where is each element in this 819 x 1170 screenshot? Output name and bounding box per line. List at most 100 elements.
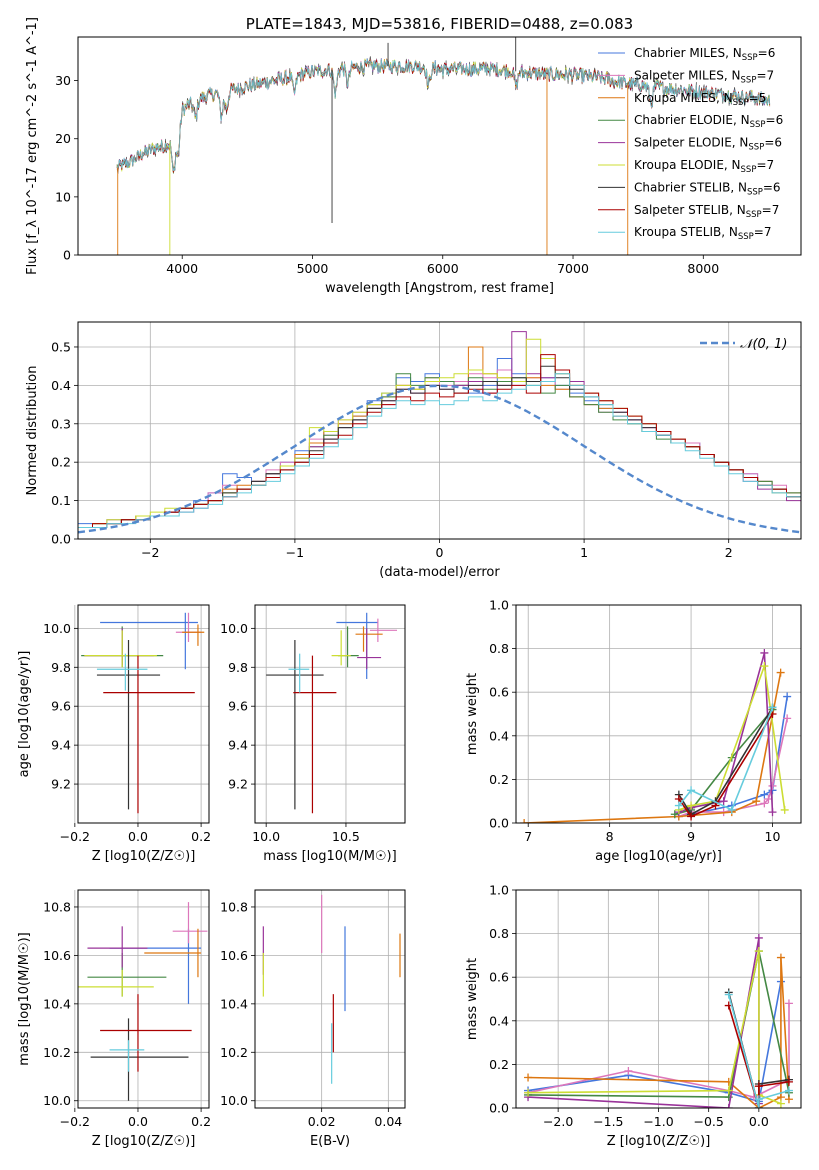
y-tick-label: 9.6: [51, 699, 71, 714]
x-tick-label: 0.04: [374, 1114, 402, 1129]
y-tick-label: 10: [55, 189, 71, 204]
weight-marker: [754, 1104, 763, 1108]
plot-area: [520, 648, 792, 823]
y-tick-label: 10.2: [220, 1045, 248, 1060]
axes-frame: [77, 321, 802, 540]
legend-label: Chabrier STELIB, N: [634, 180, 747, 194]
histogram-chabrier-stelib-steps: [78, 365, 801, 539]
weight-marker: [768, 781, 777, 790]
x-tick-label: −0.2: [60, 1114, 90, 1129]
weight-marker: [768, 808, 777, 817]
y-tick-label: 9.2: [228, 777, 248, 792]
weight-marker: [724, 1086, 733, 1095]
weight-marker: [776, 1099, 785, 1108]
y-axis-label: mass [log10(M/M☉)]: [17, 932, 32, 1065]
weight-marker: [624, 1066, 633, 1075]
y-tick-label: 0.5: [51, 339, 71, 354]
mass-vs-ebv-panel: 0.02 0.04 10.0 10.2 10.4 10.6 10.8 E(B-V): [220, 889, 406, 1149]
legend-subscript: SSP: [747, 187, 763, 197]
weight-marker: [760, 662, 769, 671]
weight-kroupa-miles-line: [527, 957, 790, 1108]
axes-frame: [77, 889, 210, 1109]
y-axis-label: age [log10(age/yr)]: [17, 651, 32, 778]
legend-label: Kroupa ELODIE, N: [634, 158, 741, 172]
histogram-kroupa-miles-steps: [78, 346, 801, 539]
legend-entry: Chabrier STELIB, NSSP=6: [634, 180, 781, 197]
legend-subscript: SSP: [746, 210, 762, 220]
age-vs-z-panel: −0.2 0.0 0.2 9.2 9.4 9.6 9.8 10.0 Z [log10(Z/Z☉)…: [17, 604, 211, 864]
weight-marker: [776, 668, 785, 677]
legend-label: Salpeter STELIB, N: [634, 203, 746, 217]
x-tick-label: 0: [436, 545, 444, 560]
x-tick-label: 10.0: [252, 829, 280, 844]
y-tick-label: 9.4: [228, 738, 248, 753]
y-tick-label: 10.4: [220, 996, 248, 1011]
weight-marker: [524, 1088, 533, 1097]
weight-marker: [760, 799, 769, 808]
weight-marker: [780, 805, 789, 814]
y-tick-label: 10.4: [43, 996, 71, 1011]
x-axis-label: Z [log10(Z/Z☉)]: [607, 1134, 711, 1149]
x-tick-label: 0.02: [308, 1114, 336, 1129]
x-tick-label: −1.5: [593, 1114, 623, 1129]
weight-marker: [760, 648, 769, 657]
x-tick-label: 1: [580, 545, 588, 560]
mass-vs-z-panel: −0.2 0.0 0.2 10.0 10.2 10.4 10.6 10.8 Z [log10(Z…: [17, 889, 211, 1149]
legend-suffix: =6: [763, 180, 781, 194]
legend-entry: Kroupa MILES, NSSP=5: [634, 91, 766, 108]
legend-entry: Chabrier ELODIE, NSSP=6: [634, 113, 783, 130]
weight-kroupa-miles-line: [524, 672, 782, 823]
weight-kroupa-stelib-line: [727, 994, 790, 1108]
plot-area: [81, 612, 205, 814]
axes-frame: [515, 889, 802, 1109]
y-tick-label: 0.8: [489, 926, 509, 941]
weight-marker: [687, 801, 696, 810]
x-tick-label: 7000: [557, 261, 589, 276]
weight-marker: [754, 1095, 763, 1104]
weight-marker: [754, 1082, 763, 1091]
weight-marker: [783, 692, 792, 701]
y-tick-label: 0.4: [489, 1013, 509, 1028]
weight-marker: [754, 933, 763, 942]
x-tick-label: −2: [141, 545, 159, 560]
legend-label: Chabrier ELODIE, N: [634, 113, 750, 127]
x-axis-label: mass [log10(M/M☉)]: [263, 849, 396, 864]
x-tick-label: 0.0: [128, 1114, 148, 1129]
x-tick-label: 8: [606, 829, 614, 844]
legend-label: Salpeter MILES, N: [634, 68, 741, 82]
x-tick-label: 9: [687, 829, 695, 844]
x-tick-label: 2: [725, 545, 733, 560]
legend-entry: Salpeter ELODIE, NSSP=6: [634, 136, 782, 153]
plot-area: [524, 933, 793, 1108]
y-axis-label: Flux [f_λ 10^-17 erg cm^-2 s^-1 A^-1]: [25, 17, 40, 275]
x-tick-label: 10.5: [332, 829, 360, 844]
gaussian-reference-line: [78, 384, 801, 534]
y-tick-label: 0.2: [489, 1057, 509, 1072]
weight-marker: [752, 797, 761, 806]
weight-vs-z-panel: −2.0 −1.5 −1.0 −0.5 0.0 0.0 0.2 0.4 0.6 0.8 1.0 Z […: [465, 883, 802, 1149]
weight-marker: [784, 1077, 793, 1086]
weight-marker: [776, 953, 785, 962]
y-tick-label: 9.8: [51, 660, 71, 675]
y-tick-label: 0.2: [489, 772, 509, 787]
x-tick-label: 0.2: [191, 829, 211, 844]
weight-marker: [784, 1086, 793, 1095]
y-tick-label: 10.0: [220, 621, 248, 636]
y-tick-label: 10.2: [43, 1045, 71, 1060]
weight-marker: [727, 805, 736, 814]
weight-marker: [724, 990, 733, 999]
y-tick-label: 9.4: [51, 738, 71, 753]
x-tick-label: 6000: [427, 261, 459, 276]
weight-marker: [784, 999, 793, 1008]
y-tick-label: 0.6: [489, 685, 509, 700]
x-tick-label: 0.0: [749, 1114, 769, 1129]
legend-suffix: =7: [756, 158, 774, 172]
legend-subscript: SSP: [742, 53, 758, 63]
plot-area: [116, 37, 771, 255]
x-tick-label: 0.0: [128, 829, 148, 844]
axes-frame: [77, 604, 210, 824]
x-axis-label: Z [log10(Z/Z☉)]: [92, 849, 196, 864]
weight-chabrier-elodie-line: [674, 709, 774, 816]
y-tick-label: 30: [55, 73, 71, 88]
weight-marker: [783, 714, 792, 723]
